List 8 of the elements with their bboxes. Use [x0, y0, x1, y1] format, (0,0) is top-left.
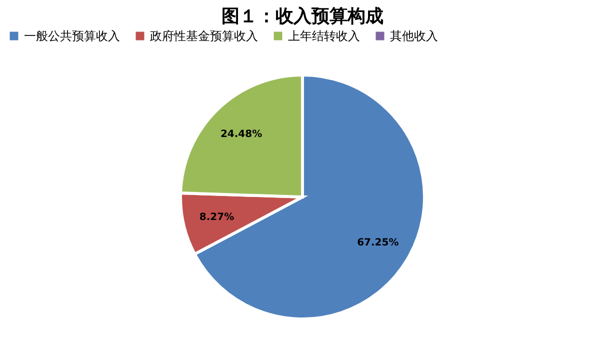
legend-label: 政府性基金预算收入 — [150, 29, 258, 43]
data-label: 67.25% — [357, 237, 399, 248]
data-label: 24.48% — [220, 128, 262, 140]
legend-label: 上年结转收入 — [288, 29, 360, 43]
legend-label: 其他收入 — [390, 29, 438, 43]
legend-label: 一般公共预算收入 — [24, 29, 120, 43]
data-label: 8.27% — [199, 212, 234, 223]
chart-title: 图１：收入预算构成 — [222, 6, 384, 27]
